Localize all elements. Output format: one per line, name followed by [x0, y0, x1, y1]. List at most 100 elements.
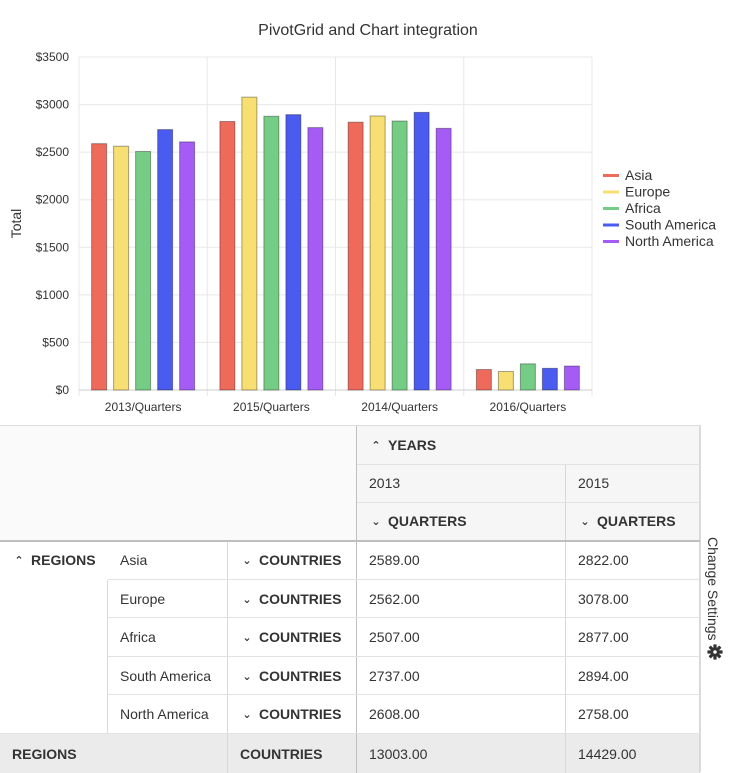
y-tick-label: $3000 [36, 98, 70, 112]
gear-icon[interactable] [707, 644, 723, 660]
x-tick-label: 2013/Quarters [105, 400, 182, 414]
change-settings-label[interactable]: Change Settings [705, 537, 721, 641]
value-2013: 2737.00 [369, 668, 420, 684]
bar [179, 141, 196, 391]
countries-label: COUNTRIES [259, 552, 342, 568]
bar [563, 365, 580, 391]
legend-swatch [603, 240, 619, 243]
value-cell: 2877.00 [566, 618, 700, 656]
chevron-down-icon[interactable]: ⌄ [371, 515, 381, 528]
region-label: Africa [120, 629, 156, 645]
bar [307, 127, 324, 391]
quarters-label: QUARTERS [388, 513, 467, 529]
regions-header[interactable]: ⌃ REGIONS [0, 541, 108, 579]
chevron-down-icon[interactable]: ⌄ [242, 670, 252, 683]
bar [157, 129, 174, 391]
bar [219, 121, 236, 391]
region-cell: North America [108, 695, 228, 733]
chevron-up-icon[interactable]: ⌃ [371, 439, 381, 452]
value-2015: 2894.00 [578, 668, 629, 684]
bar [435, 127, 452, 391]
value-cell: 2822.00 [566, 541, 700, 579]
year-2015-header: 2015 [566, 464, 700, 502]
bar [519, 363, 536, 391]
value-cell: 2589.00 [357, 541, 566, 579]
divider [108, 579, 700, 580]
y-axis-title: Total [8, 209, 24, 239]
value-2015: 2877.00 [578, 629, 629, 645]
countries-toggle[interactable]: ⌄ COUNTRIES [228, 657, 357, 695]
x-tick-label: 2015/Quarters [233, 400, 310, 414]
bar [391, 120, 408, 391]
x-tick-label: 2016/Quarters [490, 400, 567, 414]
legend-label: Asia [625, 167, 652, 183]
chevron-down-icon[interactable]: ⌄ [242, 593, 252, 606]
chevron-down-icon[interactable]: ⌄ [242, 631, 252, 644]
region-label: Europe [120, 591, 166, 607]
bar [241, 96, 258, 391]
legend-swatch [603, 174, 619, 177]
bar [497, 370, 514, 391]
bar [91, 143, 108, 391]
year-label: 2013 [369, 475, 401, 491]
bar [285, 114, 302, 391]
legend-label: Europe [625, 184, 670, 200]
value-2013: 2507.00 [369, 629, 420, 645]
value-2013: 2608.00 [369, 706, 420, 722]
countries-toggle[interactable]: ⌄ COUNTRIES [228, 618, 357, 656]
totals-regions-cell: REGIONS [0, 734, 228, 773]
change-settings-tab[interactable]: Change Settings [700, 425, 729, 772]
divider [108, 617, 700, 618]
countries-toggle[interactable]: ⌄ COUNTRIES [228, 541, 357, 579]
year-2013-header: 2013 [357, 464, 566, 502]
total-2015: 14429.00 [578, 745, 637, 762]
bar [475, 369, 492, 391]
divider [107, 580, 108, 734]
quarters-label: QUARTERS [597, 513, 676, 529]
value-2015: 3078.00 [578, 591, 629, 607]
bar [113, 145, 130, 391]
quarters-header-2013[interactable]: ⌄ QUARTERS [357, 502, 566, 540]
chevron-up-icon[interactable]: ⌃ [14, 554, 24, 567]
value-cell: 2758.00 [566, 695, 700, 733]
divider [699, 426, 700, 773]
pivot-grid: ⌃ YEARS 2013 2015 ⌄ QUARTERS ⌄ QUARTERS ⌃ RE… [0, 425, 700, 773]
bar [347, 121, 364, 391]
region-cell: South America [108, 657, 228, 695]
value-cell: 2562.00 [357, 580, 566, 618]
quarters-header-2015[interactable]: ⌄ QUARTERS [566, 502, 700, 540]
chevron-down-icon[interactable]: ⌄ [242, 708, 252, 721]
y-tick-label: $2000 [36, 193, 70, 207]
divider [0, 733, 700, 734]
y-tick-label: $500 [42, 335, 69, 349]
bar [541, 367, 558, 391]
region-cell: Africa [108, 618, 228, 656]
corner-cell [0, 426, 357, 540]
chart-area: PivotGrid and Chart integration $0 $500 $10… [8, 22, 716, 414]
years-header-label: YEARS [388, 437, 437, 453]
y-tick-label: $3500 [36, 50, 70, 64]
y-tick-label: $0 [56, 383, 70, 397]
year-label: 2015 [578, 475, 610, 491]
chevron-down-icon[interactable]: ⌄ [242, 554, 252, 567]
countries-label: COUNTRIES [259, 591, 342, 607]
countries-toggle[interactable]: ⌄ COUNTRIES [228, 580, 357, 618]
region-label: Asia [120, 552, 148, 568]
bar [135, 150, 152, 391]
value-cell: 2608.00 [357, 695, 566, 733]
region-label: South America [120, 668, 212, 684]
value-cell: 2894.00 [566, 657, 700, 695]
y-tick-label: $1500 [36, 240, 70, 254]
value-cell: 2737.00 [357, 657, 566, 695]
divider [108, 656, 700, 657]
years-header[interactable]: ⌃ YEARS [357, 426, 700, 464]
value-2013: 2589.00 [369, 552, 420, 568]
countries-toggle[interactable]: ⌄ COUNTRIES [228, 695, 357, 733]
y-tick-label: $2500 [36, 145, 70, 159]
totals-countries-label: COUNTRIES [240, 745, 323, 762]
chevron-down-icon[interactable]: ⌄ [580, 515, 590, 528]
region-cell: Europe [108, 580, 228, 618]
regions-header-label: REGIONS [31, 552, 96, 568]
value-cell: 3078.00 [566, 580, 700, 618]
countries-label: COUNTRIES [259, 706, 342, 722]
